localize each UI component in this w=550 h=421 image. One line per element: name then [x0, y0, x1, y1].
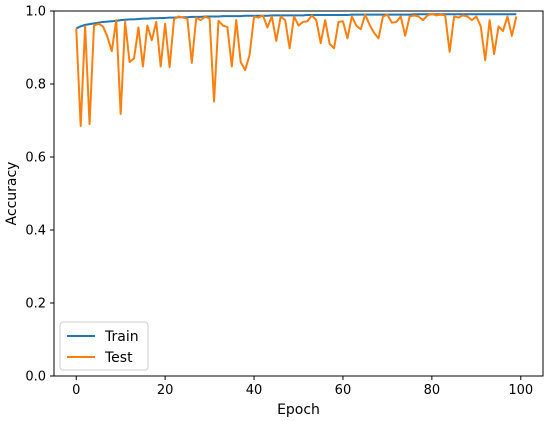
legend-label-train: Train: [104, 329, 139, 345]
x-axis-label: Epoch: [277, 402, 320, 418]
y-tick-label: 0.4: [25, 224, 46, 239]
y-axis-label: Accuracy: [4, 162, 20, 226]
y-axis-ticks: 0.0 0.2 0.4 0.6 0.8 1.0: [25, 5, 54, 385]
x-tick-label: 100: [508, 383, 533, 398]
x-tick-label: 20: [157, 383, 174, 398]
x-tick-label: 40: [246, 383, 263, 398]
plot-frame: [53, 10, 544, 377]
legend-label-test: Test: [104, 350, 133, 366]
x-tick-label: 0: [72, 383, 80, 398]
y-tick-label: 0.6: [25, 151, 46, 166]
y-tick-label: 1.0: [25, 5, 46, 20]
x-tick-label: 80: [424, 383, 441, 398]
x-tick-label: 60: [335, 383, 352, 398]
y-tick-label: 0.8: [25, 78, 46, 93]
plot-series: [75, 12, 518, 127]
series-line-test: [75, 12, 518, 127]
y-tick-label: 0.2: [25, 297, 46, 312]
legend: Train Test: [59, 321, 149, 371]
y-tick-label: 0.0: [25, 370, 46, 385]
x-axis-ticks: 0 20 40 60 80 100: [72, 376, 533, 398]
